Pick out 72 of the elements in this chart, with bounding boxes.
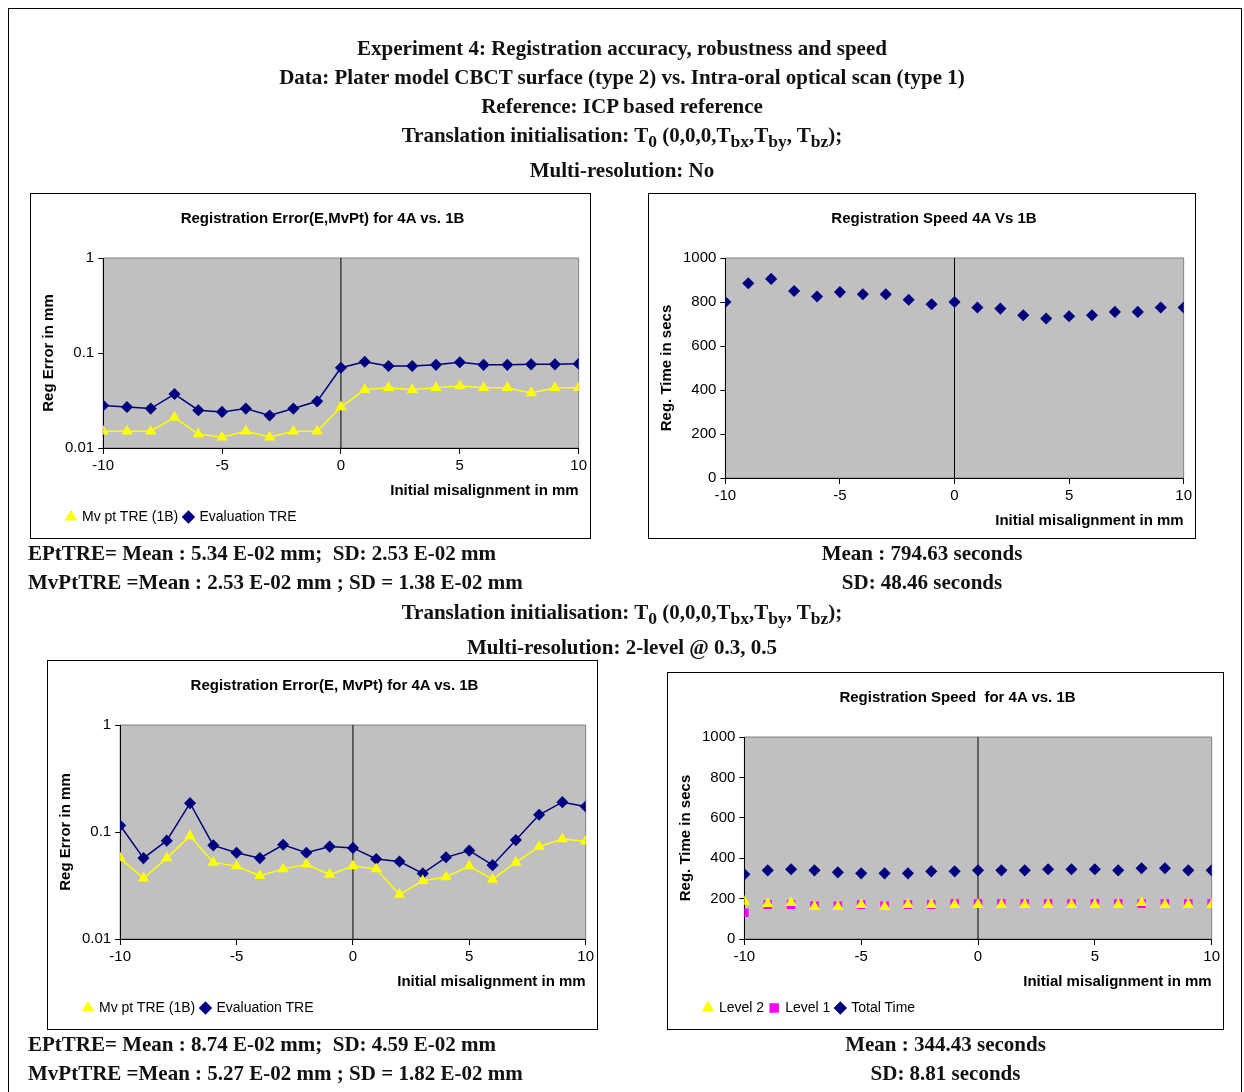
text: Reference: ICP based reference	[480, 93, 764, 120]
text: EPtTRE= Mean : 8.74 E-02 mm; SD: 4.59 E-02 mm	[28, 1031, 498, 1058]
y-axis-title: Reg. Time in secs	[676, 774, 694, 902]
x-tick-label: 0	[348, 947, 358, 965]
y-tick-label: 0	[727, 929, 736, 947]
y-tick-label: 400	[691, 380, 717, 398]
y-tick-label: 200	[710, 888, 736, 906]
y-tick-label: 1	[85, 248, 95, 266]
chart-title: Registration Error(E, MvPt) for 4A vs. 1B	[190, 676, 479, 694]
legend-label: Level 1	[785, 998, 831, 1015]
x-tick-label: 5	[1090, 947, 1100, 965]
text: Mean : 344.43 seconds	[844, 1031, 1047, 1058]
y-tick-label: 0	[708, 468, 717, 486]
chart-title: Registration Speed 4A Vs 1B	[831, 209, 1037, 227]
y-axis-title: Reg Error in mm	[56, 773, 74, 891]
x-tick-label: 10	[1203, 947, 1220, 965]
x-tick-label: -10	[714, 486, 737, 504]
y-tick-label: 600	[710, 807, 736, 825]
x-tick-label: -5	[833, 486, 847, 504]
y-tick-label: 0.1	[73, 343, 95, 361]
chart-title: Registration Error(E,MvPt) for 4A vs. 1B	[180, 209, 465, 227]
text: Translation initialisation: T$_{0}$ (0,0,0,T$_{bx}$,T$_{by}$, T$_{bz}$);	[401, 600, 843, 629]
y-tick-label: 1	[102, 715, 112, 733]
x-tick-label: 10	[1175, 486, 1192, 504]
x-tick-label: -5	[854, 947, 868, 965]
text: Mean : 794.63 seconds	[820, 540, 1024, 567]
legend-label: Total Time	[851, 998, 916, 1015]
x-tick-label: 10	[570, 456, 587, 474]
y-tick-label: 400	[710, 848, 736, 866]
legend-label: Evaluation TRE	[199, 507, 297, 524]
y-tick-label: 200	[691, 424, 717, 442]
y-axis-title: Reg. Time in secs	[657, 304, 675, 432]
x-tick-label: -10	[109, 947, 132, 965]
x-tick-label: 0	[973, 947, 983, 965]
y-axis-title: Reg Error in mm	[39, 294, 57, 412]
legend-label: Mv pt TRE (1B)	[82, 507, 179, 524]
text: EPtTRE= Mean : 5.34 E-02 mm; SD: 2.53 E-02 mm	[28, 540, 498, 567]
chart-title: Registration Speed for 4A vs. 1B	[839, 688, 1076, 706]
x-axis-title: Initial misalignment in mm	[995, 511, 1184, 529]
text: SD: 8.81 seconds	[869, 1060, 1022, 1087]
y-tick-label: 0.01	[81, 929, 112, 947]
x-axis-title: Initial misalignment in mm	[397, 972, 586, 990]
x-tick-label: 5	[455, 456, 464, 474]
x-axis-title: Initial misalignment in mm	[1023, 972, 1212, 990]
text: Multi-resolution: 2-level @ 0.3, 0.5	[465, 634, 779, 662]
x-tick-label: 0	[950, 486, 959, 504]
text: Translation initialisation: T$_{0}$ (0,0,0,T$_{bx}$,T$_{by}$, T$_{bz}$);	[401, 123, 843, 152]
y-tick-label: 1000	[682, 248, 717, 266]
x-tick-label: 5	[465, 947, 474, 965]
legend-label: Evaluation TRE	[216, 998, 314, 1015]
x-tick-label: -10	[92, 456, 115, 474]
y-tick-label: 1000	[701, 727, 736, 745]
text: Data: Plater model CBCT surface (type 2) vs. Intra-oral optical scan (type 1)	[278, 64, 966, 91]
y-tick-label: 800	[691, 292, 717, 310]
y-tick-label: 600	[691, 336, 717, 354]
text: Experiment 4: Registration accuracy, robustness and speed	[356, 35, 888, 62]
text: SD: 48.46 seconds	[840, 569, 1004, 596]
x-tick-label: -5	[215, 456, 229, 474]
x-tick-label: 0	[336, 456, 346, 474]
text: MvPtTRE =Mean : 5.27 E-02 mm ; SD = 1.82 E-02 mm	[28, 1060, 524, 1087]
text: MvPtTRE =Mean : 2.53 E-02 mm ; SD = 1.38 E-02 mm	[28, 569, 524, 596]
x-axis-title: Initial misalignment in mm	[390, 481, 579, 499]
text: Multi-resolution: No	[528, 157, 716, 185]
legend-label: Level 2	[719, 998, 765, 1015]
x-tick-label: 5	[1064, 486, 1074, 504]
y-tick-label: 800	[710, 767, 736, 785]
x-tick-label: 10	[577, 947, 594, 965]
y-tick-label: 0.01	[64, 438, 95, 456]
legend-label: Mv pt TRE (1B)	[99, 998, 196, 1015]
x-tick-label: -10	[733, 947, 756, 965]
x-tick-label: -5	[229, 947, 244, 965]
y-tick-label: 0.1	[90, 822, 112, 840]
